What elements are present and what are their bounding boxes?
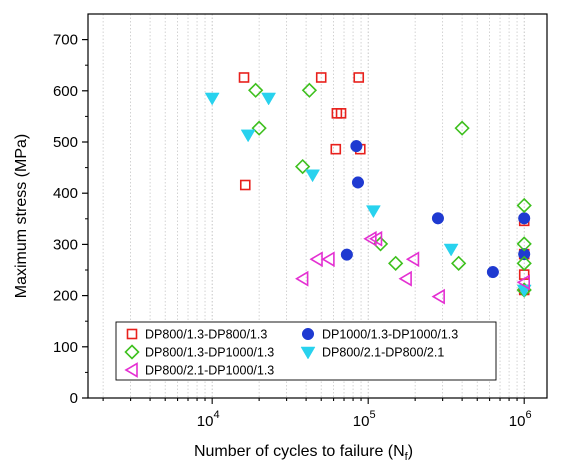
data-point [248, 82, 264, 98]
data-point [363, 230, 377, 247]
data-point [295, 270, 309, 287]
legend-label: DP800/2.1-DP1000/1.3 [145, 364, 274, 378]
legend-item: DP800/2.1-DP800/2.1 [300, 346, 444, 360]
data-point [309, 251, 323, 268]
y-tick-label: 300 [53, 236, 78, 253]
data-point [330, 143, 342, 155]
data-point [350, 140, 363, 153]
data-point [301, 82, 318, 98]
series-2 [340, 140, 531, 279]
data-point [405, 251, 420, 268]
data-point [443, 243, 459, 257]
data-point [321, 251, 335, 268]
data-point [388, 255, 404, 271]
data-point [451, 255, 467, 271]
data-point [516, 255, 532, 271]
y-tick-label: 600 [53, 83, 78, 100]
data-point [516, 274, 531, 291]
series-3 [248, 82, 532, 298]
data-point [261, 92, 277, 106]
data-point [454, 120, 470, 136]
legend-marker [301, 327, 315, 341]
data-point [240, 129, 256, 143]
x-tick-label: 106 [509, 409, 532, 430]
data-point [315, 72, 327, 83]
series-1 [238, 72, 530, 296]
legend-label: DP800/1.3-DP1000/1.3 [145, 346, 274, 360]
legend-label: DP800/2.1-DP800/2.1 [322, 346, 444, 360]
data-point [251, 120, 267, 136]
plot-frame [87, 13, 548, 399]
data-point [239, 179, 251, 191]
data-point [518, 212, 531, 225]
data-point [204, 92, 220, 106]
legend-item: DP800/2.1-DP1000/1.3 [124, 362, 274, 378]
data-point [294, 158, 311, 175]
data-point [516, 197, 532, 214]
series-4 [204, 92, 532, 298]
data-point [353, 72, 365, 83]
y-tick-label: 0 [70, 390, 78, 407]
legend-marker [126, 328, 138, 340]
y-axis-title: Maximum stress (MPa) [13, 134, 30, 298]
data-point [431, 212, 444, 225]
y-tick-label: 200 [53, 288, 78, 305]
data-point [305, 169, 320, 183]
data-point [368, 230, 383, 247]
data-point [238, 72, 250, 83]
legend-item: DP800/1.3-DP800/1.3 [126, 328, 267, 342]
y-tick-label: 500 [53, 134, 78, 151]
y-tick-label: 700 [53, 32, 78, 49]
x-axis-title: Number of cycles to failure (Nf) [194, 443, 413, 462]
legend-item: DP1000/1.3-DP1000/1.3 [301, 327, 458, 342]
data-point [518, 248, 531, 261]
data-point [486, 265, 499, 279]
data-point [335, 108, 347, 119]
data-point [351, 176, 365, 189]
data-point [431, 288, 445, 305]
legend-label: DP800/1.3-DP800/1.3 [145, 328, 267, 342]
legend-marker [124, 344, 140, 360]
data-point [365, 205, 381, 219]
y-tick-label: 400 [53, 185, 78, 202]
legend-marker [124, 362, 138, 378]
y-tick-label: 100 [53, 339, 78, 356]
data-point [398, 270, 412, 287]
legend-marker [300, 346, 316, 360]
data-point [340, 248, 353, 261]
legend-item: DP800/1.3-DP1000/1.3 [124, 344, 274, 360]
legend-label: DP1000/1.3-DP1000/1.3 [322, 328, 458, 342]
series-5 [295, 230, 531, 305]
legend: DP800/1.3-DP800/1.3 DP1000/1.3-DP1000/1.3… [115, 321, 497, 381]
data-point [516, 236, 532, 252]
x-tick-label: 105 [353, 409, 376, 430]
data-points [204, 72, 532, 305]
axes: 0 100 200 300 400 500 600 700 104 105 106 [53, 32, 532, 430]
x-tick-label: 104 [197, 409, 220, 430]
